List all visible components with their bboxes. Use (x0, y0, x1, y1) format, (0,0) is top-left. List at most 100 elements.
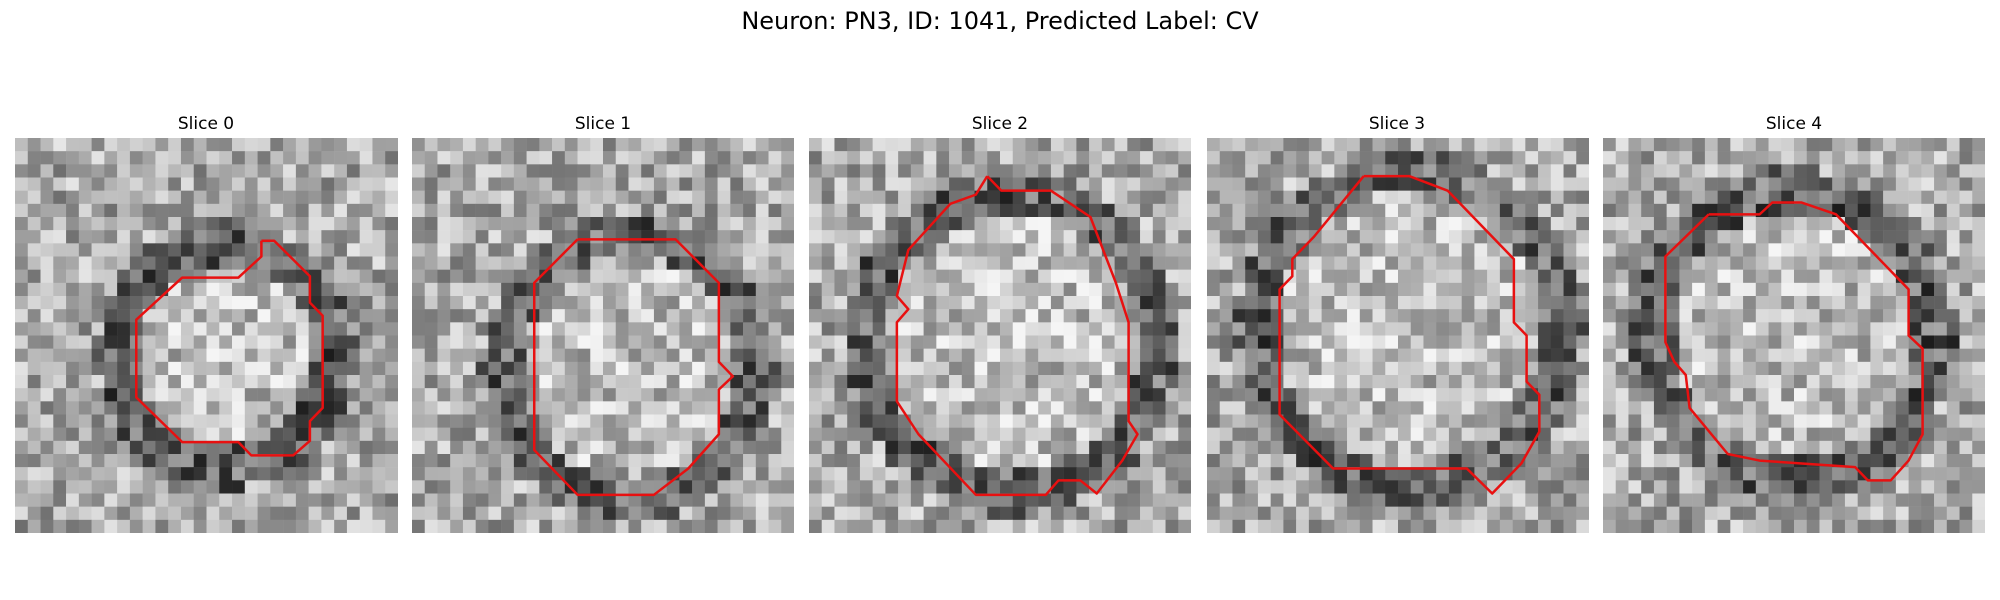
pixel (1140, 480, 1154, 494)
pixel (1207, 467, 1220, 481)
pixel (961, 427, 975, 442)
pixel (704, 454, 718, 468)
pixel (1819, 427, 1833, 442)
pixel (1717, 138, 1731, 152)
pixel (704, 282, 718, 297)
pixel (885, 177, 899, 191)
pixel (1232, 282, 1246, 297)
pixel (1359, 177, 1373, 191)
pixel (155, 164, 169, 178)
pixel (66, 427, 80, 442)
pixel (1448, 217, 1462, 231)
pixel (1025, 388, 1039, 402)
pixel (730, 190, 744, 205)
pixel (1385, 217, 1399, 231)
pixel (847, 151, 861, 165)
pixel (513, 269, 527, 284)
pixel (372, 243, 386, 257)
pixel (1946, 454, 1960, 468)
pixel (501, 493, 515, 507)
pixel (513, 296, 527, 310)
pixel (1781, 414, 1795, 428)
pixel (1436, 467, 1450, 481)
pixel (1114, 322, 1128, 336)
pixel (450, 243, 464, 257)
pixel (372, 454, 386, 468)
pixel (1870, 309, 1884, 323)
pixel (1101, 164, 1115, 178)
pixel (936, 401, 950, 415)
pixel (1487, 375, 1501, 389)
pixel (1563, 375, 1577, 389)
pixel (1908, 361, 1922, 376)
pixel (513, 519, 527, 533)
pixel (1347, 177, 1361, 191)
pixel (1563, 440, 1577, 455)
pixel (717, 480, 731, 494)
pixel (424, 230, 438, 244)
pixel (1334, 414, 1348, 428)
pixel (359, 467, 373, 481)
pixel (1038, 348, 1052, 363)
pixel (809, 493, 822, 507)
pixel (1410, 375, 1424, 389)
pixel (1461, 335, 1475, 349)
pixel (628, 467, 642, 481)
pixel (1972, 506, 1985, 521)
pixel (704, 217, 718, 231)
pixel (1372, 243, 1386, 257)
pixel (974, 348, 988, 363)
pixel (539, 361, 553, 376)
pixel (936, 440, 950, 455)
pixel (1347, 348, 1361, 363)
pixel (898, 322, 912, 336)
pixel (232, 282, 246, 297)
pixel (1717, 243, 1731, 257)
pixel (1603, 217, 1616, 231)
pixel (1576, 454, 1589, 468)
pixel (1755, 177, 1769, 191)
pixel (334, 138, 348, 152)
pixel (1063, 388, 1077, 402)
pixel (692, 454, 706, 468)
pixel (1832, 493, 1846, 507)
pixel (1666, 296, 1680, 310)
pixel (666, 322, 680, 336)
pixel (679, 269, 693, 284)
pixel (1550, 243, 1564, 257)
pixel (1089, 427, 1103, 442)
pixel (768, 519, 782, 533)
pixel (1653, 440, 1667, 455)
pixel (768, 335, 782, 349)
pixel (704, 361, 718, 376)
pixel (821, 388, 835, 402)
pixel (244, 230, 258, 244)
pixel (1512, 243, 1526, 257)
pixel (923, 309, 937, 323)
pixel (1730, 243, 1744, 257)
pixel (590, 480, 604, 494)
pixel (1308, 440, 1322, 455)
pixel (1283, 506, 1297, 521)
pixel (692, 203, 706, 218)
pixel (1908, 164, 1922, 178)
pixel (1717, 414, 1731, 428)
pixel (321, 519, 335, 533)
pixel (1372, 519, 1386, 533)
pixel (1474, 467, 1488, 481)
pixel (885, 440, 899, 455)
pixel (1563, 203, 1577, 218)
pixel (603, 519, 616, 533)
pixel (872, 454, 886, 468)
pixel (1895, 480, 1909, 494)
pixel (1704, 454, 1718, 468)
pixel (1781, 493, 1795, 507)
pixel (539, 164, 553, 178)
pixel (1232, 164, 1246, 178)
pixel (321, 414, 335, 428)
pixel (1089, 348, 1103, 363)
pixel (1152, 230, 1166, 244)
pixel (1063, 296, 1077, 310)
pixel (206, 480, 220, 494)
pixel (412, 230, 425, 244)
